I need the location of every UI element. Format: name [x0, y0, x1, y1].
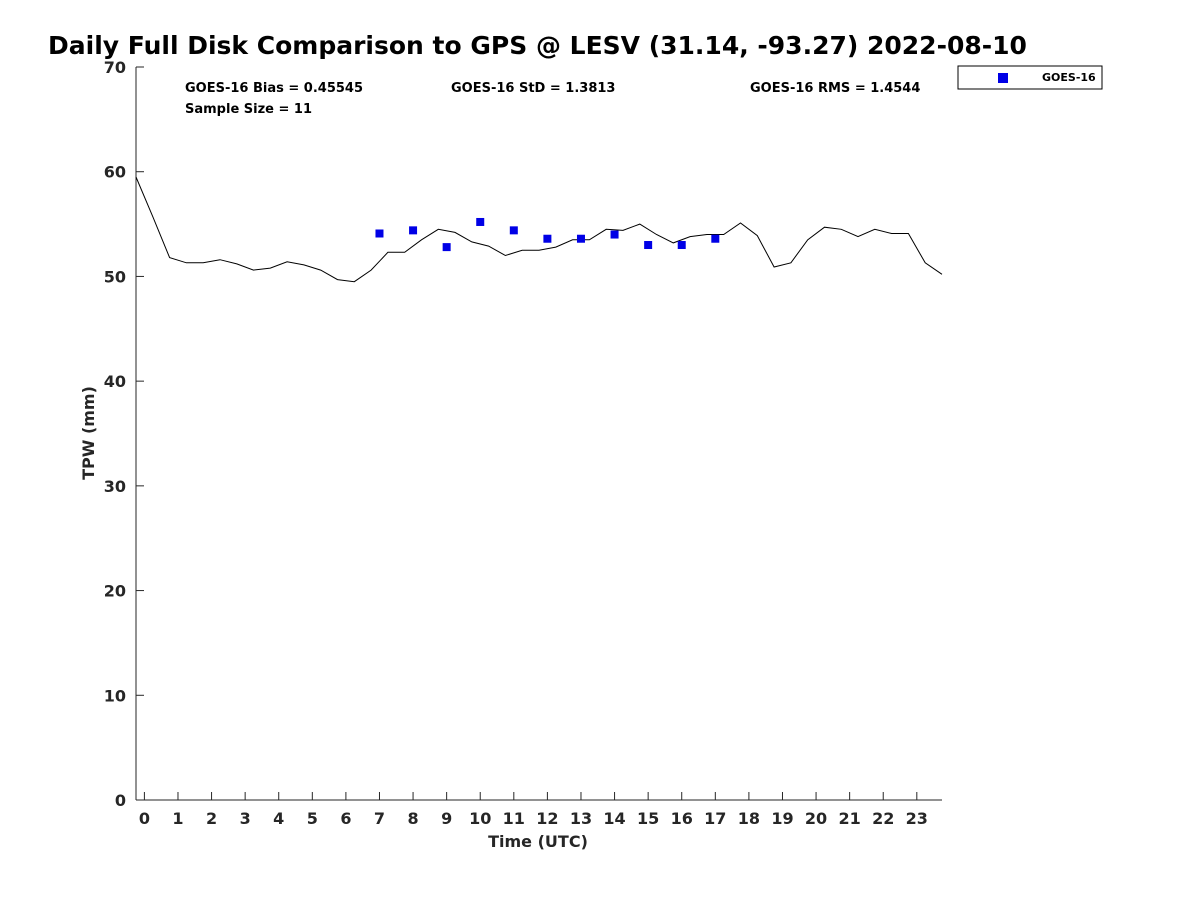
goes16-point: [610, 230, 619, 239]
y-axis-label: TPW (mm): [79, 386, 98, 480]
y-tick-label: 50: [104, 267, 126, 286]
y-tick-label: 60: [104, 163, 126, 182]
x-tick-label: 9: [441, 809, 452, 828]
legend-goes16-label: GOES-16: [1042, 71, 1096, 84]
goes16-point: [476, 217, 485, 226]
y-tick-label: 0: [115, 791, 126, 810]
x-tick-label: 13: [570, 809, 592, 828]
x-tick-label: 14: [603, 809, 625, 828]
x-tick-label: 3: [240, 809, 251, 828]
goes16-point: [576, 234, 585, 243]
x-tick-label: 1: [172, 809, 183, 828]
goes16-point: [677, 241, 686, 250]
x-tick-label: 5: [307, 809, 318, 828]
legend: GOES-16: [957, 65, 1103, 90]
x-tick-label: 4: [273, 809, 284, 828]
y-tick-label: 20: [104, 582, 126, 601]
goes16-point: [375, 229, 384, 238]
x-tick-label: 22: [872, 809, 894, 828]
legend-box: [957, 65, 1103, 90]
goes16-points: [375, 217, 720, 252]
goes16-point: [644, 241, 653, 250]
goes16-point: [442, 243, 451, 252]
x-tick-label: 15: [637, 809, 659, 828]
legend-goes16-marker: [998, 73, 1008, 83]
goes16-point: [711, 234, 720, 243]
sample-size-stat: Sample Size = 11: [185, 102, 312, 117]
x-tick-label: 17: [704, 809, 726, 828]
x-axis-label: Time (UTC): [488, 832, 588, 851]
y-tick-label: 30: [104, 477, 126, 496]
y-tick-label: 40: [104, 372, 126, 391]
x-tick-label: 6: [340, 809, 351, 828]
x-tick-label: 16: [671, 809, 693, 828]
x-tick-label: 11: [503, 809, 525, 828]
goes16-point: [409, 226, 418, 235]
x-tick-label: 18: [738, 809, 760, 828]
y-tick-label: 70: [104, 58, 126, 77]
x-tick-label: 7: [374, 809, 385, 828]
gps-tpw-line: [135, 176, 943, 283]
x-tick-label: 12: [536, 809, 558, 828]
bias-stat: GOES-16 Bias = 0.45545: [185, 81, 363, 96]
y-tick-label: 10: [104, 686, 126, 705]
goes16-point: [543, 234, 552, 243]
x-axis-ticks: 0 1 2 3 4 5 6 7 8 9 10 11 12 13 14 15 16 17 18 19 20 21 22 23: [139, 792, 928, 828]
std-stat: GOES-16 StD = 1.3813: [451, 81, 615, 96]
x-tick-label: 2: [206, 809, 217, 828]
x-tick-label: 8: [407, 809, 418, 828]
x-tick-label: 19: [771, 809, 793, 828]
goes16-point: [509, 226, 518, 235]
x-tick-label: 21: [839, 809, 861, 828]
chart-title: Daily Full Disk Comparison to GPS @ LESV…: [48, 31, 1027, 60]
rms-stat: GOES-16 RMS = 1.4544: [750, 81, 920, 96]
x-tick-label: 10: [469, 809, 491, 828]
x-tick-label: 20: [805, 809, 827, 828]
x-tick-label: 0: [139, 809, 150, 828]
y-axis-ticks: 0 10 20 30 40 50 60 70: [104, 58, 144, 810]
x-tick-label: 23: [906, 809, 928, 828]
